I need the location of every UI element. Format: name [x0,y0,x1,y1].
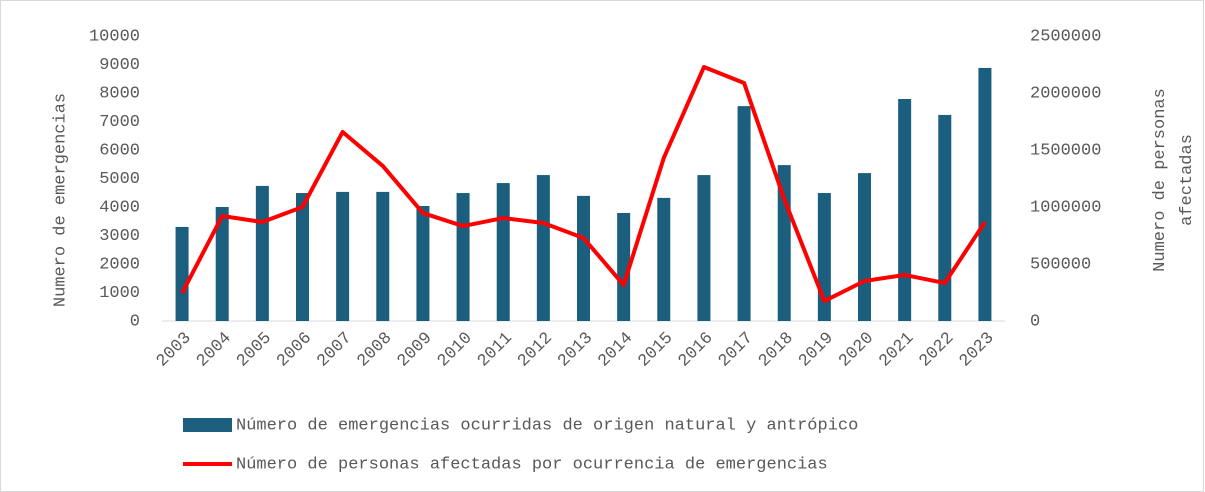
legend-label: Número de emergencias ocurridas de orige… [236,416,858,435]
y-tick-label: 4000 [99,198,140,217]
bar [496,183,510,321]
y-tick-label: 10000 [89,27,140,46]
bar [978,67,992,321]
y-tick-label: 2000 [99,255,140,274]
line [180,65,987,304]
y2-tick-label: 1000000 [1030,198,1101,217]
y-tick-label: 6000 [99,141,140,160]
y-tick-label: 5000 [99,170,140,189]
bar [697,175,711,321]
bar [336,191,350,321]
y2-tick-label: 2000000 [1030,84,1101,103]
bar [215,207,229,321]
bar [898,98,912,321]
bar [737,106,751,321]
y2-axis-title: Numero de personas afectadas [1151,88,1197,272]
bar [858,173,871,321]
bar [175,226,189,321]
y-tick-label: 7000 [99,113,140,132]
y-tick-label: 9000 [99,56,140,75]
legend-label: Número de personas afectadas por ocurren… [236,455,828,474]
bar [617,212,631,321]
bar [938,114,952,321]
y2-tick-label: 500000 [1030,255,1091,274]
y2-tick-label: 0 [1030,312,1040,331]
y2-tick-label: 1500000 [1030,141,1101,160]
bar [456,193,470,321]
legend-swatch [183,418,232,432]
bar [255,185,269,321]
y-axis-title: Numero de emergencias [51,93,70,307]
y-tick-label: 1000 [99,284,140,303]
bar [416,206,430,321]
y-tick-label: 0 [130,312,140,331]
y2-tick-label: 2500000 [1030,27,1101,46]
bar [376,191,390,321]
bar [657,197,671,321]
bar [577,195,590,321]
bar [536,175,550,321]
y-tick-label: 8000 [99,84,140,103]
bar [296,193,309,321]
y-tick-label: 3000 [99,227,140,246]
